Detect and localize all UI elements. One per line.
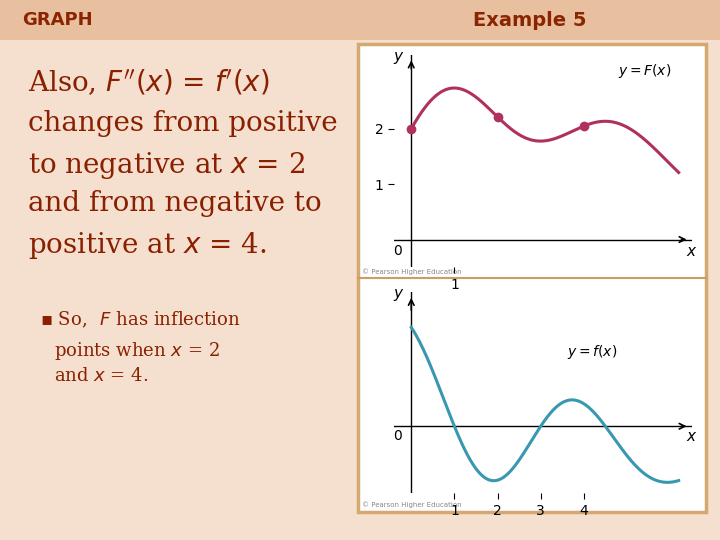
Bar (0, 0, 720, 40)
Text: $x$: $x$ (686, 429, 698, 444)
Text: ▪ So,   $\mathit{F}$ has inflection: ▪ So, $\mathit{F}$ has inflection (40, 310, 240, 330)
Text: 0: 0 (393, 429, 402, 443)
Text: © Pearson Higher Education: © Pearson Higher Education (362, 268, 462, 275)
Text: changes from positive: changes from positive (28, 110, 338, 137)
Text: 0: 0 (393, 244, 402, 258)
Text: $y$: $y$ (393, 50, 405, 65)
FancyBboxPatch shape (358, 44, 706, 512)
Text: Also, $\mathit{F''}(\mathit{x})$ = $\mathit{f'}(\mathit{x})$: Also, $\mathit{F''}(\mathit{x})$ = $\mat… (28, 68, 270, 98)
Text: $y$: $y$ (393, 287, 405, 303)
Text: Example 5: Example 5 (473, 10, 587, 30)
Text: © Pearson Higher Education: © Pearson Higher Education (362, 501, 462, 508)
Text: and $\mathit{x}$ = 4.: and $\mathit{x}$ = 4. (54, 367, 148, 385)
Text: to negative at $\mathit{x}$ = 2: to negative at $\mathit{x}$ = 2 (28, 150, 305, 181)
Text: $x$: $x$ (686, 244, 698, 259)
Text: GRAPH: GRAPH (22, 11, 93, 29)
Text: $y = F(x)$: $y = F(x)$ (618, 63, 672, 80)
Text: $y = f(x)$: $y = f(x)$ (567, 343, 617, 361)
Text: and from negative to: and from negative to (28, 190, 322, 217)
Text: points when $\mathit{x}$ = 2: points when $\mathit{x}$ = 2 (54, 340, 220, 362)
Text: positive at $\mathit{x}$ = 4.: positive at $\mathit{x}$ = 4. (28, 230, 266, 261)
